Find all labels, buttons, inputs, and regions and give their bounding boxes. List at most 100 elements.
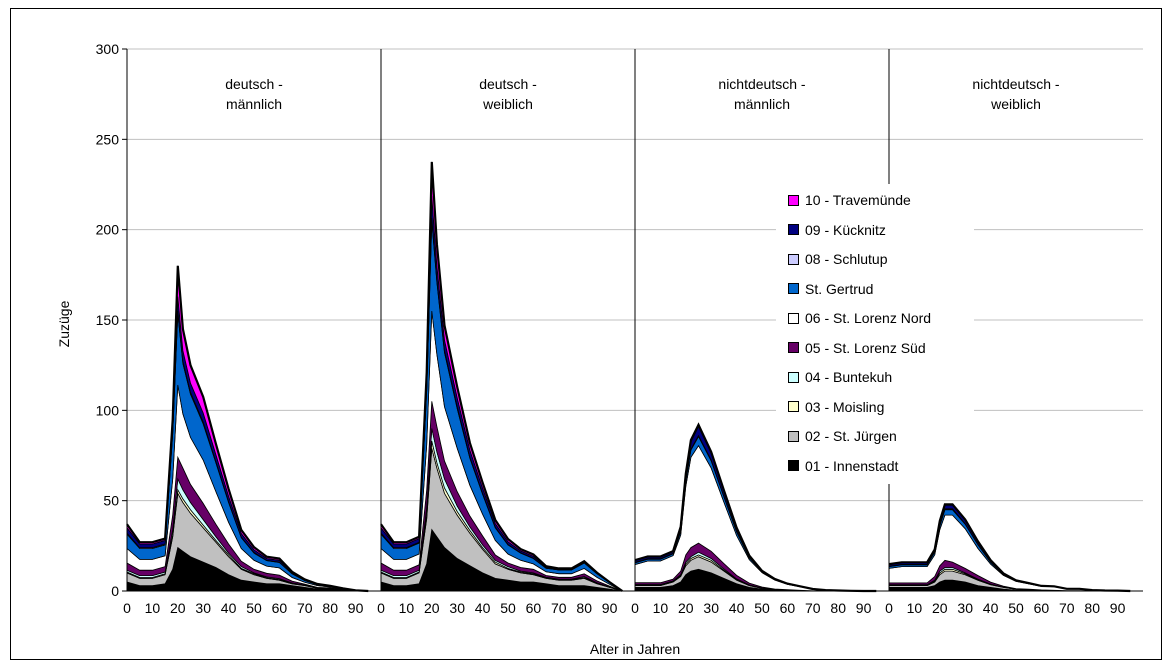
total-outline-panel-1 xyxy=(126,265,369,593)
legend-label-7: St. Gertrud xyxy=(805,280,874,297)
legend-label-3: 03 - Moisling xyxy=(805,398,885,415)
area-panel-2-layer-10 xyxy=(380,161,623,592)
x-tick-label-panel-4-80: 80 xyxy=(1084,600,1100,616)
legend-swatch-5 xyxy=(788,342,799,353)
x-tick-label-panel-3-60: 60 xyxy=(780,600,796,616)
legend-label-4: 04 - Buntekuh xyxy=(805,369,893,385)
area-panel-1-layer-6 xyxy=(126,384,369,592)
x-tick-label-panel-2-80: 80 xyxy=(576,600,592,616)
y-tick-label-50: 50 xyxy=(103,493,119,509)
x-tick-label-panel-1-30: 30 xyxy=(195,600,211,616)
legend-label-6: 06 - St. Lorenz Nord xyxy=(805,310,932,326)
x-tick-label-panel-3-80: 80 xyxy=(830,600,846,616)
legend-item-6: 06 - St. Lorenz Nord xyxy=(788,308,931,328)
legend-label-5: 05 - St. Lorenz Süd xyxy=(805,339,926,356)
legend-item-3: 03 - Moisling xyxy=(788,397,884,417)
x-tick-label-panel-4-50: 50 xyxy=(1008,600,1024,616)
area-panel-1-layer-7 xyxy=(126,312,369,592)
x-tick-label-panel-3-10: 10 xyxy=(653,600,669,616)
x-tick-label-panel-3-30: 30 xyxy=(703,600,719,616)
legend-swatch-3 xyxy=(788,401,799,412)
area-layers xyxy=(126,161,1131,593)
legend-swatch-10 xyxy=(788,194,799,206)
legend-swatch-1 xyxy=(788,460,799,471)
legend-swatch-8 xyxy=(788,253,799,265)
legend: 10 - Travemünde 09 - Kücknitz 08 - Schlutu… xyxy=(776,184,974,484)
y-axis-ticks: 0 50 100 150 200 250 300 xyxy=(96,41,127,599)
panel-title-3-line-2: männlich xyxy=(734,96,790,112)
x-tick-label-panel-3-50: 50 xyxy=(754,600,770,616)
total-outline-panel-4 xyxy=(888,503,1131,593)
x-tick-label-panel-2-90: 90 xyxy=(602,600,618,616)
x-axis-label: Alter in Jahren xyxy=(590,641,680,657)
legend-label-2: 02 - St. Jürgen xyxy=(805,428,897,444)
x-tick-label-panel-1-90: 90 xyxy=(348,600,364,616)
chart-frame: 0 50 100 150 200 250 300 0 10 20 30 40 50 60 70 80 90 0 1… xyxy=(10,8,1162,660)
x-tick-label-panel-1-20: 20 xyxy=(170,600,186,616)
x-tick-label-panel-3-20: 20 xyxy=(678,600,694,616)
x-tick-label-panel-4-10: 10 xyxy=(907,600,923,616)
x-tick-label-panel-2-60: 60 xyxy=(526,600,542,616)
x-tick-label-panel-2-0: 0 xyxy=(377,600,385,616)
legend-swatch-9 xyxy=(788,224,799,235)
legend-swatch-4 xyxy=(788,371,799,383)
area-panel-4-layer-6 xyxy=(888,514,1131,592)
y-tick-label-150: 150 xyxy=(96,312,120,328)
x-axis-ticks: 0 10 20 30 40 50 60 70 80 90 0 10 20 30 40 50 60 70 80 90 0 1… xyxy=(123,600,1125,616)
total-outline-panel-3 xyxy=(634,422,877,593)
x-tick-label-panel-3-0: 0 xyxy=(631,600,639,616)
x-tick-label-panel-2-40: 40 xyxy=(475,600,491,616)
x-tick-label-panel-1-70: 70 xyxy=(297,600,313,616)
x-tick-label-panel-3-40: 40 xyxy=(729,600,745,616)
legend-item-7: St. Gertrud xyxy=(788,279,873,299)
x-tick-label-panel-4-20: 20 xyxy=(932,600,948,616)
y-tick-label-0: 0 xyxy=(111,583,119,599)
legend-swatch-6 xyxy=(788,312,799,324)
x-tick-label-panel-4-40: 40 xyxy=(983,600,999,616)
y-tick-label-300: 300 xyxy=(96,41,120,57)
x-tick-label-panel-4-30: 30 xyxy=(957,600,973,616)
panel-title-1-line-1: deutsch - xyxy=(225,76,283,92)
x-tick-label-panel-1-60: 60 xyxy=(272,600,288,616)
x-tick-label-panel-2-70: 70 xyxy=(551,600,567,616)
legend-swatch-2 xyxy=(788,430,799,442)
legend-item-10: 10 - Travemünde xyxy=(788,190,911,210)
x-tick-label-panel-3-90: 90 xyxy=(856,600,872,616)
x-tick-label-panel-1-80: 80 xyxy=(322,600,338,616)
legend-label-1: 01 - Innenstadt xyxy=(805,457,899,474)
legend-label-9: 09 - Kücknitz xyxy=(805,221,886,238)
x-tick-label-panel-2-20: 20 xyxy=(424,600,440,616)
y-axis-label: Zuzüge xyxy=(56,300,72,347)
legend-item-5: 05 - St. Lorenz Süd xyxy=(788,338,926,358)
x-tick-label-panel-4-0: 0 xyxy=(885,600,893,616)
legend-item-8: 08 - Schlutup xyxy=(788,249,888,269)
panel-title-1-line-2: männlich xyxy=(226,96,282,112)
x-tick-label-panel-4-90: 90 xyxy=(1110,600,1126,616)
panel-title-2-line-1: deutsch - xyxy=(479,76,537,92)
legend-item-1: 01 - Innenstadt xyxy=(788,456,898,476)
y-tick-label-100: 100 xyxy=(96,402,120,418)
legend-item-4: 04 - Buntekuh xyxy=(788,367,892,387)
panel-title-4-line-2: weiblich xyxy=(990,96,1041,112)
total-outline-panel-2 xyxy=(380,161,623,592)
x-tick-label-panel-1-10: 10 xyxy=(145,600,161,616)
x-tick-label-panel-1-50: 50 xyxy=(246,600,262,616)
x-tick-label-panel-2-50: 50 xyxy=(500,600,516,616)
x-tick-label-panel-1-40: 40 xyxy=(221,600,237,616)
legend-label-8: 08 - Schlutup xyxy=(805,251,888,267)
legend-item-9: 09 - Kücknitz xyxy=(788,220,886,240)
x-tick-label-panel-1-0: 0 xyxy=(123,600,131,616)
x-tick-label-panel-4-60: 60 xyxy=(1034,600,1050,616)
panel-title-3-line-1: nichtdeutsch - xyxy=(718,76,805,92)
y-tick-label-250: 250 xyxy=(96,131,120,147)
y-tick-label-200: 200 xyxy=(96,222,120,238)
panel-title-4-line-1: nichtdeutsch - xyxy=(972,76,1059,92)
x-tick-label-panel-2-10: 10 xyxy=(399,600,415,616)
x-tick-label-panel-3-70: 70 xyxy=(805,600,821,616)
legend-swatch-7 xyxy=(788,283,799,294)
legend-item-2: 02 - St. Jürgen xyxy=(788,426,897,446)
panel-title-2-line-2: weiblich xyxy=(482,96,533,112)
legend-label-10: 10 - Travemünde xyxy=(805,192,911,208)
x-tick-label-panel-2-30: 30 xyxy=(449,600,465,616)
